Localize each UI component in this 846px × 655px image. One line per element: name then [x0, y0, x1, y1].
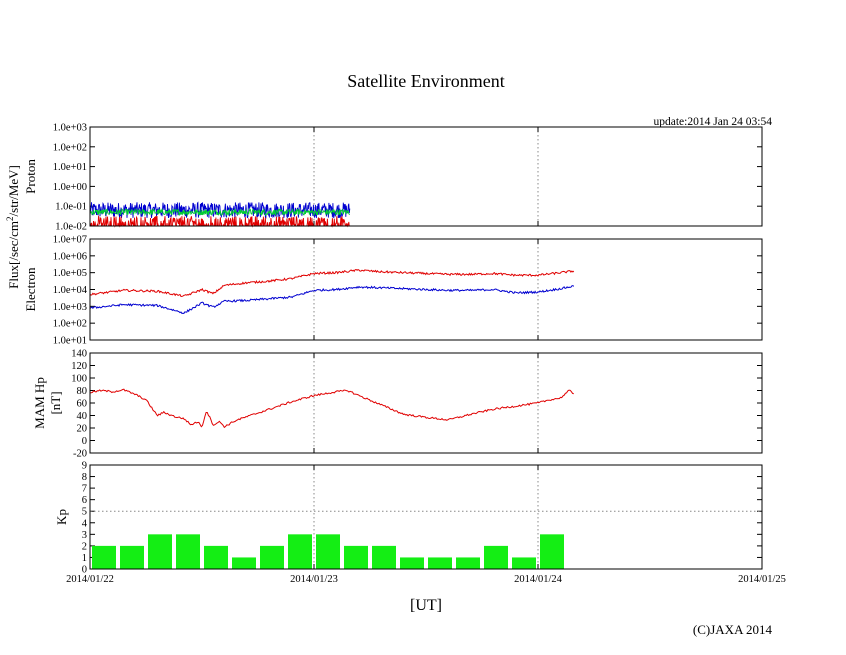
- kp-bar: [260, 545, 284, 569]
- electron-panel: 1.0e+01 1.0e+02 1.0e+03 1.0e+04 1.0e+05 1.0e+…: [23, 235, 763, 347]
- proton-ytick-label: 1.0e-01: [55, 202, 87, 213]
- mam-ytick-label: 140: [71, 349, 87, 360]
- proton-ytick-label: 1.0e-02: [55, 222, 87, 233]
- mam-ytick-label: 20: [77, 424, 88, 435]
- kp-bar: [288, 534, 312, 569]
- kp-bar: [316, 534, 340, 569]
- kp-ytick-label: 3: [82, 530, 87, 541]
- proton-ytick-label: 1.0e+00: [53, 182, 87, 193]
- mam-ytick-label: 120: [71, 361, 87, 372]
- electron-ytick-label: 1.0e+01: [53, 336, 87, 347]
- mam-ytick-label: 40: [77, 411, 88, 422]
- mam-hp-line: [89, 388, 574, 429]
- electron-red-line: [89, 268, 575, 298]
- proton-ylabel: Proton: [23, 159, 38, 194]
- electron-ytick-label: 1.0e+07: [53, 235, 87, 246]
- kp-bar: [428, 557, 452, 569]
- plot-panels: 1.0e-021.0e-011.0e+001.0e+011.0e+021.0e+…: [23, 123, 763, 576]
- kp-bar: [372, 545, 396, 569]
- proton-ytick-label: 1.0e+02: [53, 142, 87, 153]
- kp-ytick-label: 0: [82, 565, 87, 576]
- kp-bar: [512, 557, 536, 569]
- electron-ytick-label: 1.0e+05: [53, 268, 87, 279]
- electron-ytick-label: 1.0e+03: [53, 302, 87, 313]
- kp-bar: [232, 557, 256, 569]
- kp-bar: [176, 534, 200, 569]
- kp-ytick-label: 6: [82, 495, 87, 506]
- electron-ylabel: Electron: [23, 267, 38, 312]
- electron-ytick-label: 1.0e+04: [53, 285, 88, 296]
- x-tick-label: 2014/01/22: [66, 574, 114, 585]
- kp-ylabel: Kp: [54, 509, 69, 525]
- copyright-text: (C)JAXA 2014: [693, 622, 773, 637]
- mam-ytick-label: -20: [73, 449, 87, 460]
- kp-frame: [89, 464, 763, 570]
- x-tick-label: 2014/01/23: [290, 574, 338, 585]
- proton-ytick-label: 1.0e+03: [53, 123, 87, 134]
- proton-ytick-label: 1.0e+01: [53, 162, 87, 173]
- chart-title: Satellite Environment: [347, 71, 504, 91]
- kp-ytick-label: 2: [82, 541, 87, 552]
- proton-frame: [89, 126, 763, 227]
- kp-bar: [400, 557, 424, 569]
- electron-ytick-label: 1.0e+02: [53, 319, 87, 330]
- x-tick-label: 2014/01/24: [514, 574, 563, 585]
- x-axis-ticks: 2014/01/22 2014/01/23 2014/01/24 2014/01/25: [66, 574, 786, 585]
- kp-bar: [120, 545, 144, 569]
- kp-bar: [204, 545, 228, 569]
- proton-panel: 1.0e-02 1.0e-01 1.0e+00 1.0e+01 1.0e+02 1.0e+…: [23, 123, 763, 233]
- kp-ytick-label: 7: [82, 484, 87, 495]
- kp-ytick-label: 8: [82, 472, 87, 483]
- flux-label-sup: 2: [5, 216, 15, 221]
- kp-bar: [540, 534, 564, 569]
- kp-ytick-label: 5: [82, 507, 87, 518]
- mam-ytick-label: 0: [82, 436, 87, 447]
- mam-frame: [89, 352, 763, 454]
- mam-ylabel-unit: [nT]: [48, 391, 63, 414]
- mam-ytick-label: 60: [77, 399, 88, 410]
- kp-bar: [344, 545, 368, 569]
- flux-label-base: Flux[/sec/cm: [6, 221, 21, 289]
- mam-ytick-label: 80: [77, 386, 88, 397]
- update-timestamp: update:2014 Jan 24 03:54: [654, 116, 773, 128]
- proton-red-line: [89, 215, 350, 228]
- kp-bar: [148, 534, 172, 569]
- kp-ytick-label: 4: [82, 518, 88, 529]
- kp-bar: [456, 557, 480, 569]
- electron-blue-line: [89, 285, 575, 314]
- flux-axis-label: Flux[/sec/cm2/str/MeV]: [5, 165, 21, 289]
- flux-label-tail: /str/MeV]: [6, 165, 21, 216]
- x-axis-label: [UT]: [410, 597, 442, 614]
- kp-ytick-label: 9: [82, 461, 87, 472]
- proton-green-line: [89, 207, 350, 217]
- x-tick-label: 2014/01/25: [738, 574, 786, 585]
- electron-ytick-label: 1.0e+06: [53, 251, 87, 262]
- electron-frame: [89, 238, 763, 341]
- mam-ytick-label: 100: [71, 374, 87, 385]
- mam-ylabel: MAM Hp: [32, 377, 47, 429]
- kp-ytick-label: 1: [82, 553, 87, 564]
- kp-bar: [92, 545, 116, 569]
- kp-bar: [484, 545, 508, 569]
